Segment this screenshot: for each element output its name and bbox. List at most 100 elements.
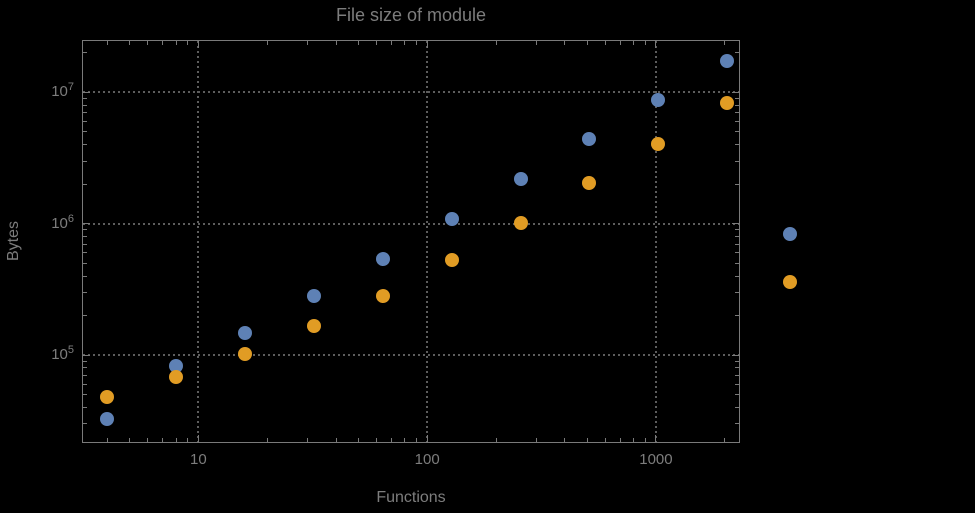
- data-point-orange: [513, 215, 528, 230]
- y-tick: [735, 375, 739, 377]
- y-tick: [735, 243, 739, 245]
- data-point-blue: [238, 325, 253, 340]
- x-tick: [187, 41, 189, 45]
- y-tick: [735, 383, 739, 385]
- y-tick: [83, 223, 90, 225]
- y-tick-exponent: 5: [67, 344, 74, 357]
- y-tick: [735, 144, 739, 146]
- y-tick: [735, 52, 739, 54]
- y-tick-label: 107: [0, 80, 74, 104]
- y-tick: [83, 375, 87, 377]
- x-tick: [162, 438, 164, 442]
- data-point-blue: [375, 251, 390, 266]
- y-tick: [735, 252, 739, 254]
- x-tick: [106, 438, 108, 442]
- x-tick: [495, 438, 497, 442]
- x-tick: [620, 41, 621, 45]
- y-tick: [735, 120, 739, 122]
- y-tick: [735, 112, 739, 114]
- y-tick-label: 105: [0, 343, 74, 367]
- x-tick: [335, 41, 337, 45]
- y-tick: [735, 160, 739, 162]
- x-tick: [620, 438, 621, 442]
- y-tick: [732, 91, 739, 93]
- y-tick: [83, 52, 87, 54]
- x-tick: [416, 41, 418, 45]
- y-tick: [83, 407, 87, 409]
- y-tick: [83, 144, 87, 146]
- y-tick: [735, 229, 739, 231]
- x-tick: [147, 41, 149, 45]
- y-tick: [735, 394, 739, 396]
- y-tick: [732, 223, 739, 225]
- y-tick: [735, 236, 739, 238]
- gridline-vertical: [197, 41, 200, 442]
- x-tick: [604, 41, 606, 45]
- plot-frame: [82, 40, 740, 443]
- y-tick: [83, 104, 87, 106]
- x-tick: [391, 41, 393, 45]
- y-tick: [735, 360, 739, 362]
- y-tick: [83, 252, 87, 254]
- y-tick: [83, 160, 87, 162]
- y-tick: [83, 120, 87, 122]
- x-tick: [644, 438, 646, 442]
- data-point-blue: [100, 411, 115, 426]
- data-point-orange: [238, 347, 253, 362]
- gridline-horizontal: [83, 91, 739, 94]
- data-point-orange: [100, 390, 115, 405]
- x-tick: [426, 41, 428, 48]
- gridline-horizontal: [83, 222, 739, 225]
- y-tick: [83, 354, 90, 356]
- y-tick: [735, 315, 739, 317]
- gridline-vertical: [426, 41, 429, 442]
- data-point-orange: [306, 318, 321, 333]
- x-tick: [266, 41, 268, 45]
- gridline-horizontal: [83, 354, 739, 357]
- y-tick: [83, 91, 90, 93]
- data-point-orange: [782, 274, 797, 289]
- y-tick: [83, 275, 87, 277]
- x-tick: [162, 41, 164, 45]
- y-tick: [83, 97, 87, 99]
- x-tick: [586, 41, 588, 45]
- data-point-blue: [582, 131, 597, 146]
- x-tick: [724, 41, 726, 45]
- data-point-orange: [169, 370, 184, 385]
- x-tick: [391, 438, 393, 442]
- y-tick-exponent: 6: [67, 212, 74, 225]
- data-point-blue: [720, 53, 735, 68]
- y-tick-exponent: 7: [67, 81, 74, 94]
- x-tick: [106, 41, 108, 45]
- x-tick: [375, 438, 377, 442]
- y-tick: [732, 354, 739, 356]
- y-tick: [735, 97, 739, 99]
- x-tick: [655, 435, 657, 442]
- data-point-orange: [375, 288, 390, 303]
- y-tick: [83, 292, 87, 294]
- x-tick: [604, 438, 606, 442]
- y-tick: [735, 275, 739, 277]
- y-tick-mantissa: 10: [51, 83, 68, 101]
- gridline-vertical: [654, 41, 657, 442]
- x-tick: [147, 438, 149, 442]
- data-point-blue: [513, 171, 528, 186]
- y-tick: [83, 236, 87, 238]
- x-tick: [724, 438, 726, 442]
- x-axis-label: Functions: [376, 489, 446, 506]
- y-tick: [83, 131, 87, 133]
- data-point-orange: [582, 175, 597, 190]
- x-tick: [535, 438, 537, 442]
- y-tick: [83, 315, 87, 317]
- x-tick: [128, 438, 130, 442]
- x-tick: [655, 41, 657, 48]
- x-tick: [357, 438, 359, 442]
- x-tick: [535, 41, 537, 45]
- x-tick: [564, 438, 566, 442]
- data-point-blue: [651, 92, 666, 107]
- x-tick: [335, 438, 337, 442]
- x-tick-label: 1000: [639, 451, 673, 468]
- x-tick: [197, 41, 199, 48]
- y-tick: [83, 262, 87, 264]
